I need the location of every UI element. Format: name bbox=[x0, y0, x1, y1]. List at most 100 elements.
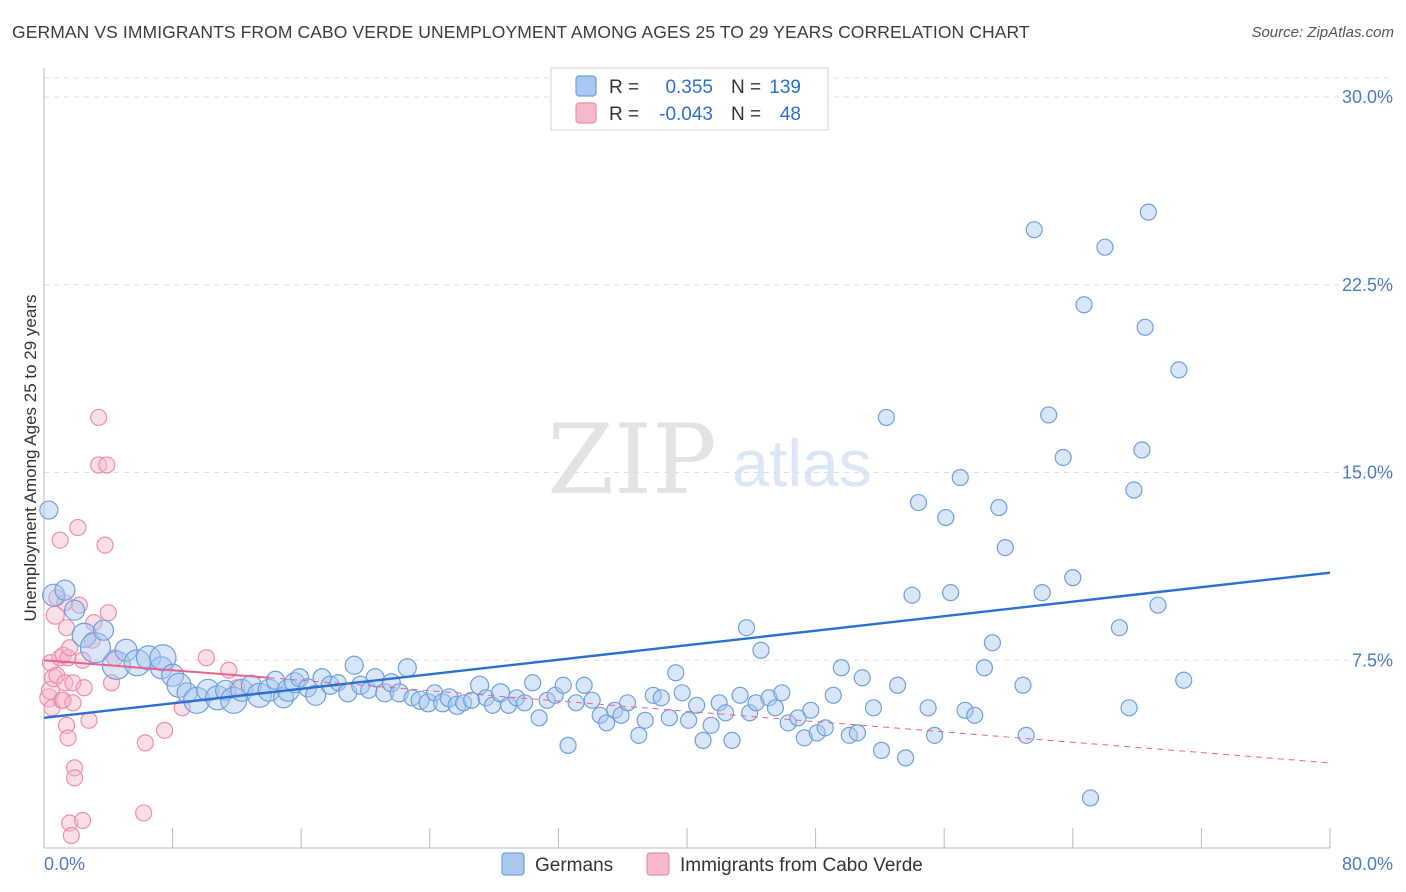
german-point-70 bbox=[598, 714, 616, 732]
watermark-zip: ZIP bbox=[547, 404, 716, 516]
cabo-verde-point-19 bbox=[61, 639, 79, 657]
german-point-143 bbox=[1175, 671, 1193, 689]
german-point-131 bbox=[1064, 569, 1082, 587]
german-point-130 bbox=[1054, 448, 1072, 467]
german-point-1 bbox=[42, 583, 66, 607]
legend-germans-swatch bbox=[501, 852, 525, 876]
german-point-93 bbox=[760, 689, 778, 707]
cabo-verde-point-34 bbox=[90, 408, 108, 427]
cabo-verde-point-24 bbox=[65, 759, 84, 777]
cabo-verde-point-38 bbox=[99, 604, 117, 622]
legend-cabo-label: Immigrants from Cabo Verde bbox=[680, 855, 923, 876]
cabo-verde-point-37 bbox=[98, 456, 116, 474]
y-tick-label-3: 30.0% bbox=[1342, 87, 1393, 107]
german-point-122 bbox=[983, 634, 1002, 652]
german-point-6 bbox=[92, 619, 115, 641]
german-point-95 bbox=[773, 684, 791, 702]
german-point-138 bbox=[1133, 441, 1151, 459]
cabo-verde-point-30 bbox=[75, 679, 93, 697]
cabo-verde-point-26 bbox=[69, 518, 87, 537]
cabo-verde-point-41 bbox=[135, 804, 153, 822]
cabo-verde-trend-line-dashed bbox=[269, 677, 1331, 764]
cabo-verde-point-45 bbox=[197, 649, 215, 667]
german-point-2 bbox=[54, 579, 76, 601]
cabo-verde-point-27 bbox=[70, 596, 88, 614]
cabo-r-label: R = bbox=[609, 104, 639, 125]
cabo-verde-point-23 bbox=[64, 694, 82, 712]
y-tick-label-0: 7.5% bbox=[1352, 650, 1393, 670]
y-tick-label-2: 22.5% bbox=[1342, 275, 1393, 295]
cabo-verde-point-2 bbox=[40, 680, 61, 700]
german-point-101 bbox=[816, 719, 834, 737]
german-point-99 bbox=[802, 701, 820, 719]
german-point-112 bbox=[903, 586, 921, 604]
cabo-verde-point-8 bbox=[51, 531, 69, 549]
german-point-123 bbox=[990, 498, 1008, 517]
german-point-139 bbox=[1136, 318, 1154, 336]
german-point-125 bbox=[1014, 676, 1032, 694]
cabo-n-label: N = bbox=[731, 104, 761, 125]
y-tick-labels: 7.5% 15.0% 22.5% 30.0% bbox=[1342, 87, 1393, 670]
german-point-117 bbox=[942, 584, 960, 602]
german-point-113 bbox=[909, 493, 928, 512]
german-r-value: 0.355 bbox=[665, 77, 713, 98]
german-point-114 bbox=[919, 699, 937, 717]
german-point-133 bbox=[1081, 789, 1100, 807]
x-tick-label-min: 0.0% bbox=[44, 854, 85, 874]
cabo-verde-point-42 bbox=[136, 734, 154, 752]
german-point-85 bbox=[710, 694, 728, 712]
chart-source: Source: ZipAtlas.com bbox=[1251, 24, 1394, 41]
y-tick-label-1: 15.0% bbox=[1342, 463, 1393, 483]
cabo-verde-point-16 bbox=[57, 716, 76, 734]
german-point-132 bbox=[1075, 296, 1093, 314]
german-point-52 bbox=[462, 691, 481, 709]
german-r-label: R = bbox=[609, 77, 639, 98]
german-point-29 bbox=[289, 668, 310, 688]
german-point-43 bbox=[397, 658, 417, 678]
german-point-135 bbox=[1110, 619, 1129, 637]
german-point-115 bbox=[925, 726, 944, 744]
german-point-97 bbox=[789, 709, 807, 727]
stats-box: R = 0.355 N = 139 R = -0.043 N = 48 bbox=[550, 67, 829, 131]
cabo-verde-points bbox=[39, 408, 246, 845]
german-point-40 bbox=[375, 683, 395, 703]
legend-cabo-swatch bbox=[646, 852, 670, 876]
german-point-120 bbox=[966, 706, 984, 724]
german-point-142 bbox=[1170, 361, 1188, 379]
german-point-105 bbox=[848, 724, 866, 742]
german-point-47 bbox=[426, 684, 444, 702]
german-point-91 bbox=[747, 694, 765, 712]
german-point-26 bbox=[272, 687, 295, 709]
x-tick-marks bbox=[172, 828, 1331, 848]
german-point-107 bbox=[864, 699, 883, 717]
german-point-102 bbox=[824, 686, 842, 704]
german-point-108 bbox=[872, 741, 891, 759]
german-point-129 bbox=[1040, 406, 1058, 424]
german-point-96 bbox=[779, 714, 797, 732]
german-point-4 bbox=[71, 622, 97, 648]
german-point-45 bbox=[410, 690, 430, 710]
german-swatch bbox=[575, 75, 597, 97]
german-point-128 bbox=[1033, 584, 1051, 602]
german-point-14 bbox=[166, 672, 192, 698]
german-point-80 bbox=[673, 684, 691, 702]
cabo-swatch bbox=[575, 102, 597, 124]
german-point-60 bbox=[524, 674, 542, 692]
german-point-127 bbox=[1025, 221, 1043, 239]
german-point-87 bbox=[723, 731, 741, 749]
german-point-140 bbox=[1139, 203, 1157, 221]
watermark: ZIP atlas bbox=[547, 404, 871, 516]
german-point-75 bbox=[636, 711, 654, 729]
german-point-3 bbox=[63, 599, 86, 621]
german-point-78 bbox=[660, 709, 678, 727]
german-point-119 bbox=[956, 701, 974, 719]
german-point-103 bbox=[832, 659, 850, 677]
german-point-137 bbox=[1125, 481, 1143, 499]
german-point-36 bbox=[344, 655, 364, 675]
german-point-0 bbox=[39, 500, 59, 520]
german-point-118 bbox=[951, 468, 969, 487]
watermark-atlas: atlas bbox=[732, 426, 871, 500]
trend-lines bbox=[43, 571, 1331, 764]
german-point-46 bbox=[418, 693, 438, 713]
